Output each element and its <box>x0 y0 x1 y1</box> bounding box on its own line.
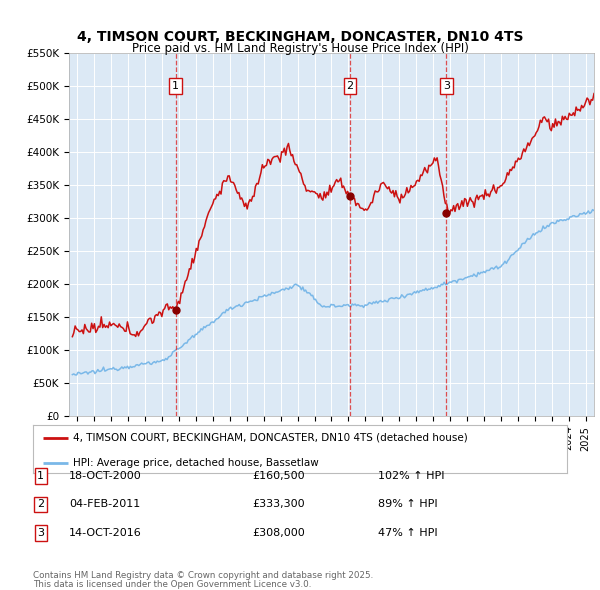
Text: Price paid vs. HM Land Registry's House Price Index (HPI): Price paid vs. HM Land Registry's House … <box>131 42 469 55</box>
Text: 4, TIMSON COURT, BECKINGHAM, DONCASTER, DN10 4TS: 4, TIMSON COURT, BECKINGHAM, DONCASTER, … <box>77 30 523 44</box>
Text: This data is licensed under the Open Government Licence v3.0.: This data is licensed under the Open Gov… <box>33 579 311 589</box>
Text: HPI: Average price, detached house, Bassetlaw: HPI: Average price, detached house, Bass… <box>73 457 319 467</box>
Text: 2: 2 <box>346 81 353 91</box>
Text: 14-OCT-2016: 14-OCT-2016 <box>69 528 142 537</box>
Text: £160,500: £160,500 <box>252 471 305 481</box>
Text: 2: 2 <box>37 500 44 509</box>
Text: 102% ↑ HPI: 102% ↑ HPI <box>378 471 445 481</box>
Text: Contains HM Land Registry data © Crown copyright and database right 2025.: Contains HM Land Registry data © Crown c… <box>33 571 373 580</box>
Text: 1: 1 <box>172 81 179 91</box>
Text: 18-OCT-2000: 18-OCT-2000 <box>69 471 142 481</box>
Text: 89% ↑ HPI: 89% ↑ HPI <box>378 500 437 509</box>
Text: 3: 3 <box>443 81 450 91</box>
Text: 04-FEB-2011: 04-FEB-2011 <box>69 500 140 509</box>
Text: 1: 1 <box>37 471 44 481</box>
Text: 3: 3 <box>37 528 44 537</box>
Text: 47% ↑ HPI: 47% ↑ HPI <box>378 528 437 537</box>
Text: £333,300: £333,300 <box>252 500 305 509</box>
Text: £308,000: £308,000 <box>252 528 305 537</box>
Text: 4, TIMSON COURT, BECKINGHAM, DONCASTER, DN10 4TS (detached house): 4, TIMSON COURT, BECKINGHAM, DONCASTER, … <box>73 433 468 443</box>
